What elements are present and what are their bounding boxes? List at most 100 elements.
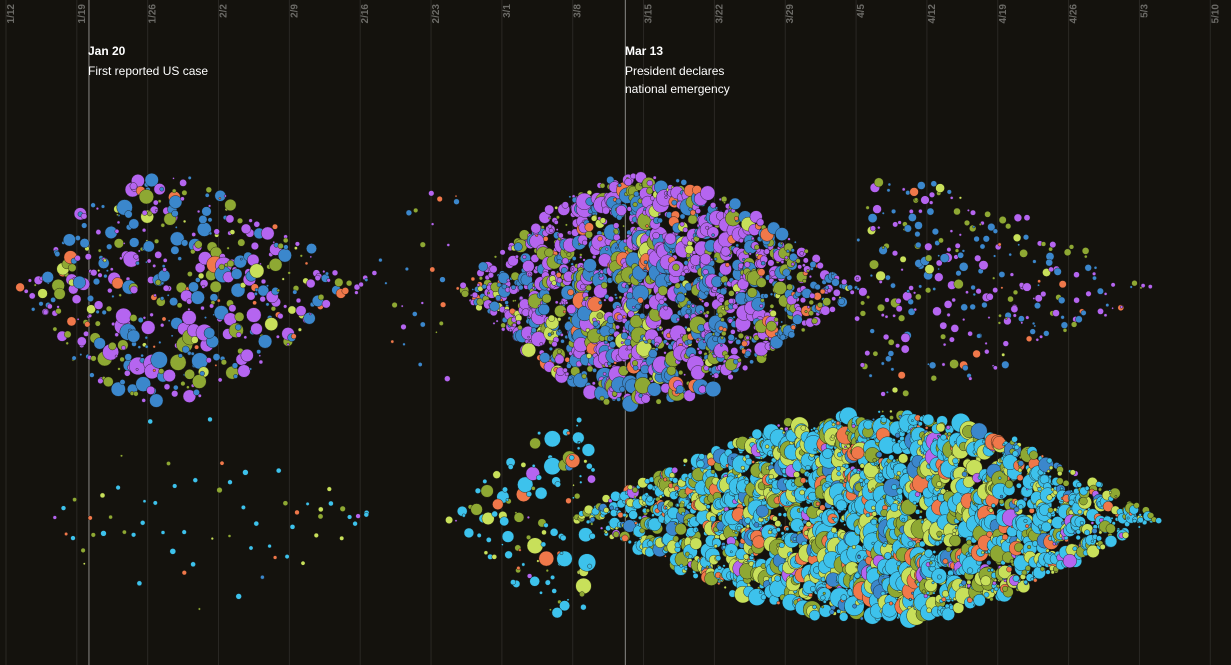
- case-dot: [926, 207, 935, 216]
- case-dot: [80, 212, 88, 220]
- case-dot: [1084, 264, 1092, 272]
- case-dot: [711, 233, 715, 237]
- case-dot: [942, 342, 947, 347]
- case-dot: [110, 267, 114, 272]
- case-dot: [1093, 266, 1098, 270]
- case-dot: [600, 526, 604, 530]
- case-dot: [975, 288, 982, 295]
- case-dot: [100, 530, 107, 537]
- case-dot: [1022, 282, 1032, 292]
- case-dot: [554, 300, 559, 305]
- case-dot: [600, 281, 608, 289]
- case-dot: [429, 266, 436, 273]
- case-dot: [621, 534, 629, 542]
- case-dot: [624, 178, 633, 187]
- case-dot: [38, 301, 44, 307]
- x-tick-label: 1/19: [77, 4, 88, 24]
- case-dot: [90, 269, 98, 277]
- case-dot: [144, 172, 159, 187]
- case-dot: [751, 236, 755, 241]
- case-dot: [166, 461, 171, 466]
- case-dot: [585, 230, 593, 239]
- case-dot: [925, 254, 933, 262]
- case-dot: [461, 289, 469, 298]
- case-dot: [869, 328, 875, 334]
- case-dot: [560, 339, 565, 344]
- case-dot: [769, 292, 774, 296]
- case-dot: [914, 231, 921, 238]
- case-dot: [684, 566, 688, 571]
- case-dot: [839, 479, 844, 483]
- case-dot: [915, 241, 922, 249]
- case-dot: [106, 243, 113, 250]
- case-dot: [756, 277, 767, 288]
- case-dot: [1019, 249, 1028, 258]
- case-dot: [751, 428, 763, 440]
- case-dot: [970, 209, 976, 216]
- case-dot: [872, 458, 877, 463]
- case-dot: [667, 501, 674, 508]
- case-dot: [107, 288, 113, 294]
- case-dot: [598, 300, 603, 305]
- case-dot: [658, 325, 663, 330]
- case-dot: [444, 375, 451, 382]
- case-dot: [855, 276, 859, 280]
- case-dot: [273, 555, 278, 560]
- case-dot: [446, 243, 450, 247]
- case-dot: [897, 220, 902, 225]
- case-dot: [402, 342, 406, 346]
- case-dot: [727, 374, 734, 381]
- case-dot: [131, 532, 137, 538]
- case-dot: [1092, 275, 1097, 281]
- case-dot: [904, 224, 912, 233]
- case-dot: [1129, 285, 1133, 289]
- case-dot: [734, 474, 738, 478]
- case-dot: [605, 247, 609, 251]
- case-dot: [155, 279, 162, 286]
- case-dot: [141, 398, 146, 403]
- case-dot: [1058, 296, 1066, 304]
- case-dot: [455, 286, 460, 291]
- case-dot: [294, 241, 300, 247]
- case-dot: [300, 560, 306, 566]
- case-dot: [805, 465, 811, 471]
- case-dot: [728, 254, 732, 257]
- case-dot: [576, 417, 582, 423]
- case-dot: [41, 271, 54, 284]
- case-dot: [822, 599, 827, 604]
- case-dot: [294, 509, 300, 516]
- case-dot: [962, 364, 969, 372]
- case-dot: [66, 316, 77, 327]
- case-dot: [787, 237, 791, 241]
- case-dot: [190, 336, 199, 344]
- case-dot: [559, 600, 570, 612]
- case-dot: [967, 331, 973, 337]
- case-dot: [680, 179, 687, 186]
- case-dot: [885, 355, 892, 362]
- case-dot: [811, 317, 818, 325]
- case-dot: [1012, 313, 1017, 318]
- case-dot: [734, 216, 739, 221]
- case-dot: [239, 282, 246, 289]
- case-dot: [961, 249, 965, 253]
- case-dot: [681, 511, 685, 516]
- case-dot: [557, 329, 562, 333]
- case-dot: [892, 221, 899, 228]
- case-dot: [1001, 352, 1006, 357]
- case-dot: [277, 313, 284, 320]
- case-dot: [355, 513, 361, 519]
- case-dot: [666, 365, 677, 376]
- case-dot: [1013, 213, 1023, 222]
- case-dot: [436, 195, 443, 202]
- case-dot: [949, 229, 954, 233]
- case-dot: [60, 505, 67, 511]
- case-dot: [504, 300, 509, 305]
- case-dot: [615, 198, 622, 205]
- case-dot: [89, 372, 95, 378]
- case-dot: [924, 264, 935, 275]
- case-dot: [908, 209, 914, 214]
- case-dot: [1031, 321, 1036, 326]
- case-dot: [758, 590, 763, 594]
- case-dot: [294, 246, 298, 250]
